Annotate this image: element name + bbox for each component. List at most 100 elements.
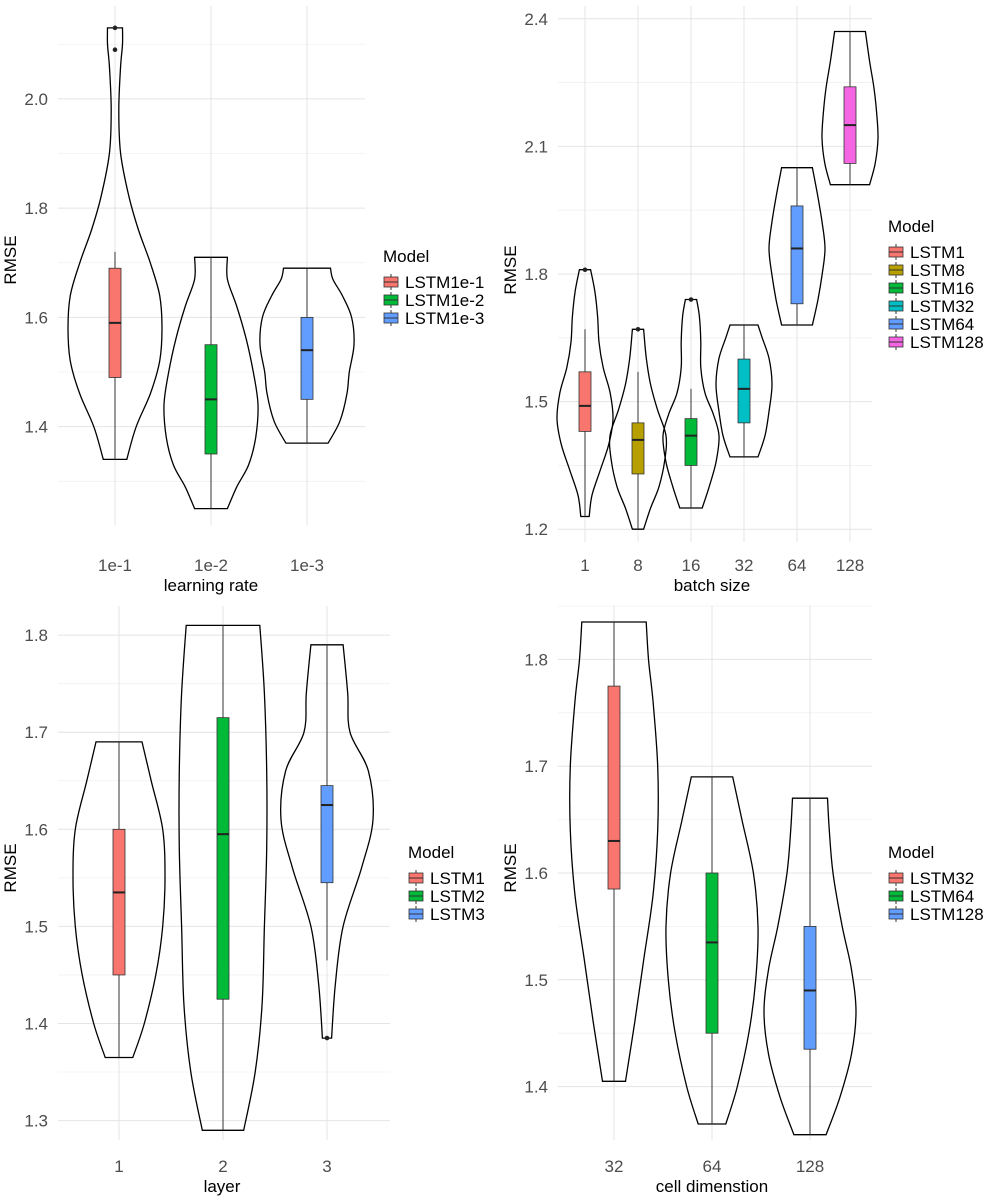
violin-panel: 1.2 1.5 1.8 2.1 2.4 1 8 16 32 64 128 RMSE batch size… xyxy=(501,6,984,595)
legend-title: Model xyxy=(408,843,454,862)
legend-item: LSTM64 xyxy=(888,315,974,334)
legend-label: LSTM1e-1 xyxy=(405,273,484,292)
violin-shape xyxy=(715,324,773,458)
violin-shape xyxy=(665,776,759,1125)
box-iqr xyxy=(216,717,230,1000)
y-axis-title: RMSE xyxy=(501,245,520,294)
box-iqr xyxy=(631,422,645,475)
x-tick-label: 128 xyxy=(796,1157,824,1176)
y-tick-label: 1.8 xyxy=(24,199,48,218)
legend-item: LSTM1e-3 xyxy=(383,309,484,328)
legend-item: LSTM32 xyxy=(888,869,974,888)
outlier-point xyxy=(112,25,118,31)
y-tick-label: 1.4 xyxy=(24,1014,48,1033)
y-axis-title: RMSE xyxy=(1,843,20,892)
x-axis-title: cell dimenstion xyxy=(656,1177,768,1196)
violin-shape xyxy=(662,298,720,509)
y-tick-label: 1.5 xyxy=(524,971,548,990)
y-tick-label: 1.2 xyxy=(524,520,548,539)
outlier-point xyxy=(688,297,694,302)
x-tick-label: 128 xyxy=(836,556,864,575)
box-iqr xyxy=(300,316,314,400)
legend-title: Model xyxy=(888,217,934,236)
legend-item: LSTM1 xyxy=(888,243,965,262)
legend-label: LSTM128 xyxy=(910,905,984,924)
legend-label: LSTM1e-2 xyxy=(405,291,484,310)
legend-item: LSTM8 xyxy=(888,261,965,280)
x-tick-label: 1e-3 xyxy=(290,556,324,575)
x-tick-label: 1 xyxy=(580,556,589,575)
violin-shape xyxy=(569,621,659,1082)
violin-shape xyxy=(178,624,268,1131)
violin-panel: 1.3 1.4 1.5 1.6 1.7 1.8 1 2 3 RMSE layer Model LSTM1… xyxy=(1,606,485,1196)
legend-item: LSTM3 xyxy=(408,905,485,924)
x-tick-label: 8 xyxy=(633,556,642,575)
outlier-point xyxy=(112,47,118,53)
legend-label: LSTM2 xyxy=(430,887,485,906)
legend-label: LSTM16 xyxy=(910,279,974,298)
y-tick-label: 2.0 xyxy=(24,90,48,109)
violin-shape xyxy=(67,27,163,461)
legend-item: LSTM64 xyxy=(888,887,974,906)
outlier-point xyxy=(582,267,588,273)
legend-item: LSTM128 xyxy=(888,333,984,352)
outlier-point xyxy=(324,1035,330,1041)
violin-shape xyxy=(72,741,166,1059)
x-tick-label: 64 xyxy=(788,556,807,575)
legend-item: LSTM1 xyxy=(408,869,485,888)
x-tick-label: 1e-1 xyxy=(98,556,132,575)
outlier-point xyxy=(635,327,641,332)
legend-label: LSTM1e-3 xyxy=(405,309,484,328)
y-tick-label: 1.8 xyxy=(524,265,548,284)
y-tick-label: 1.8 xyxy=(24,626,48,645)
y-tick-label: 1.7 xyxy=(524,757,548,776)
y-tick-label: 1.5 xyxy=(24,917,48,936)
violin-shape xyxy=(163,256,259,510)
legend-label: LSTM128 xyxy=(910,333,984,352)
y-tick-label: 1.6 xyxy=(24,820,48,839)
y-tick-label: 1.6 xyxy=(524,864,548,883)
legend-item: LSTM2 xyxy=(408,887,485,906)
box-iqr xyxy=(684,418,698,466)
y-tick-label: 1.4 xyxy=(524,1078,548,1097)
legend-label: LSTM64 xyxy=(910,315,974,334)
legend-title: Model xyxy=(888,843,934,862)
y-tick-label: 1.7 xyxy=(24,723,48,742)
y-tick-label: 1.4 xyxy=(24,418,48,437)
violin-panel: 1.4 1.6 1.8 2.0 1e-1 1e-2 1e-3 RMSE learning rat… xyxy=(1,6,484,595)
legend-item: LSTM1e-2 xyxy=(383,291,484,310)
violin-shape xyxy=(608,328,668,530)
legend-item: LSTM1e-1 xyxy=(383,273,484,292)
x-tick-label: 16 xyxy=(682,556,701,575)
y-axis-title: RMSE xyxy=(501,843,520,892)
x-tick-label: 64 xyxy=(703,1157,722,1176)
violin-shape xyxy=(259,267,355,444)
legend-label: LSTM32 xyxy=(910,869,974,888)
legend-item: LSTM128 xyxy=(888,905,984,924)
x-tick-label: 1 xyxy=(114,1157,123,1176)
legend-label: LSTM32 xyxy=(910,297,974,316)
x-axis-title: batch size xyxy=(674,576,751,595)
legend-title: Model xyxy=(383,247,429,266)
legend-label: LSTM64 xyxy=(910,887,974,906)
legend-label: LSTM1 xyxy=(430,869,485,888)
y-axis-title: RMSE xyxy=(1,235,20,284)
y-tick-label: 1.3 xyxy=(24,1112,48,1131)
x-tick-label: 32 xyxy=(605,1157,624,1176)
x-tick-label: 1e-2 xyxy=(194,556,228,575)
y-tick-label: 1.6 xyxy=(24,308,48,327)
violin-shape xyxy=(821,30,879,186)
y-tick-label: 1.8 xyxy=(524,650,548,669)
x-axis-title: layer xyxy=(204,1177,241,1196)
x-tick-label: 3 xyxy=(322,1157,331,1176)
violin-shape xyxy=(763,797,857,1136)
legend-label: LSTM8 xyxy=(910,261,965,280)
violin-shape xyxy=(280,644,374,1039)
box-iqr xyxy=(737,358,751,424)
violin-panel: 1.4 1.5 1.6 1.7 1.8 32 64 128 RMSE cell dimenstio… xyxy=(501,605,984,1196)
x-tick-label: 32 xyxy=(735,556,754,575)
box-iqr xyxy=(803,926,817,1050)
y-tick-label: 2.1 xyxy=(524,137,548,156)
x-tick-label: 2 xyxy=(218,1157,227,1176)
legend-item: LSTM16 xyxy=(888,279,974,298)
